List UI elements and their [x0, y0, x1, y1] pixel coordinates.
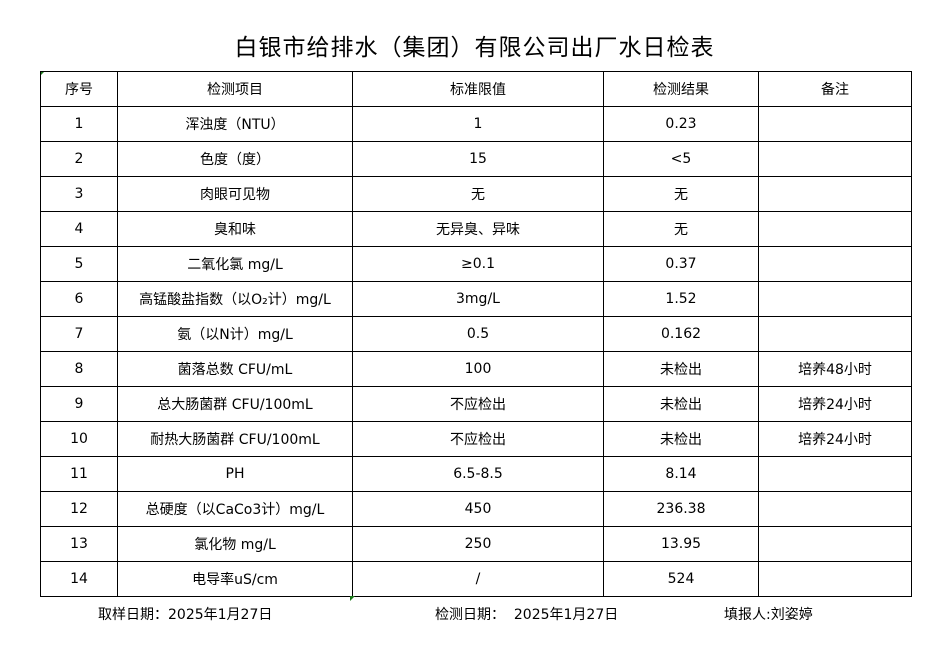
- test-item: 肉眼可见物: [117, 176, 353, 212]
- remark: [758, 141, 912, 177]
- test-result: 无: [603, 211, 759, 247]
- table-row: 3 肉眼可见物无无: [40, 176, 912, 212]
- row-number: 6: [40, 281, 118, 317]
- remark: [758, 106, 912, 142]
- table-row: 12 总硬度（以CaCo3计）mg/L 450 236.38: [40, 491, 912, 527]
- row-number: 1: [40, 106, 118, 142]
- test-item: 臭和味: [117, 211, 353, 247]
- test-item: 色度（度）: [117, 141, 353, 177]
- remark: [758, 316, 912, 352]
- remark: [758, 211, 912, 247]
- table-row: 13 氯化物 mg/L 250 13.95: [40, 526, 912, 562]
- remark: [758, 246, 912, 282]
- header-cell: 备注: [758, 71, 912, 107]
- test-result: 0.23: [603, 106, 759, 142]
- row-number: 9: [40, 386, 118, 422]
- table-row: 2 色度（度） 15 <5: [40, 141, 912, 177]
- standard-limit: 无异臭、异味: [352, 211, 604, 247]
- row-number: 10: [40, 421, 118, 457]
- standard-limit: /: [352, 561, 604, 597]
- standard-limit: 6.5-8.5: [352, 456, 604, 492]
- test-result: <5: [603, 141, 759, 177]
- test-result: 8.14: [603, 456, 759, 492]
- remark: [758, 561, 912, 597]
- remark: [758, 456, 912, 492]
- test-item: 氯化物 mg/L: [117, 526, 353, 562]
- remark: 培养24小时: [758, 421, 912, 457]
- table-row: 4 臭和味 无异臭、异味无: [40, 211, 912, 247]
- table-row: 11 PH 6.5-8.5 8.14: [40, 456, 912, 492]
- test-item: 菌落总数 CFU/mL: [117, 351, 353, 387]
- row-number: 7: [40, 316, 118, 352]
- inspection-table: 序号 检测项目 标准限值 检测结果 备注 1 浑浊度（NTU） 1 0.23 2 色度（度…: [40, 71, 912, 597]
- page-title: 白银市给排水（集团）有限公司出厂水日检表: [234, 35, 715, 61]
- row-number: 3: [40, 176, 118, 212]
- test-result: 0.37: [603, 246, 759, 282]
- standard-limit: ≥0.1: [352, 246, 604, 282]
- row-number: 4: [40, 211, 118, 247]
- test-result: 236.38: [603, 491, 759, 527]
- remark: [758, 176, 912, 212]
- header-row: 序号 检测项目 标准限值 检测结果 备注: [40, 71, 912, 107]
- remark: [758, 281, 912, 317]
- test-date: 检测日期： 2025年1月27日: [435, 607, 619, 623]
- standard-limit: 15: [352, 141, 604, 177]
- test-result: 未检出: [603, 351, 759, 387]
- row-number: 5: [40, 246, 118, 282]
- row-number: 2: [40, 141, 118, 177]
- standard-limit: 450: [352, 491, 604, 527]
- test-item: 高锰酸盐指数（以O₂计）mg/L: [117, 281, 353, 317]
- test-result: 未检出: [603, 386, 759, 422]
- table-row: 10 耐热大肠菌群 CFU/100mL 不应检出 未检出 培养24小时: [40, 421, 912, 457]
- test-result: 13.95: [603, 526, 759, 562]
- cell-marker: [350, 596, 355, 601]
- row-number: 12: [40, 491, 118, 527]
- standard-limit: 250: [352, 526, 604, 562]
- test-result: 未检出: [603, 421, 759, 457]
- reporter: 填报人:刘姿婷: [724, 607, 813, 623]
- standard-limit: 不应检出: [352, 421, 604, 457]
- test-item: 总硬度（以CaCo3计）mg/L: [117, 491, 353, 527]
- row-number: 8: [40, 351, 118, 387]
- test-item: 氨（以N计）mg/L: [117, 316, 353, 352]
- standard-limit: 1: [352, 106, 604, 142]
- test-result: 0.162: [603, 316, 759, 352]
- test-result: 1.52: [603, 281, 759, 317]
- header-cell: 序号: [40, 71, 118, 107]
- row-number: 13: [40, 526, 118, 562]
- remark: 培养24小时: [758, 386, 912, 422]
- table-row: 9 总大肠菌群 CFU/100mL 不应检出 未检出 培养24小时: [40, 386, 912, 422]
- table-row: 7 氨（以N计）mg/L 0.5 0.162: [40, 316, 912, 352]
- table-row: 1 浑浊度（NTU） 1 0.23: [40, 106, 912, 142]
- remark: [758, 526, 912, 562]
- header-cell: 检测项目: [117, 71, 353, 107]
- standard-limit: 3mg/L: [352, 281, 604, 317]
- header-cell: 检测结果: [603, 71, 759, 107]
- sampling-date: 取样日期：2025年1月27日: [98, 607, 273, 623]
- test-result: 524: [603, 561, 759, 597]
- standard-limit: 0.5: [352, 316, 604, 352]
- header-cell: 标准限值: [352, 71, 604, 107]
- remark: [758, 491, 912, 527]
- table-row: 8 菌落总数 CFU/mL 100 未检出 培养48小时: [40, 351, 912, 387]
- table-row: 6 高锰酸盐指数（以O₂计）mg/L 3mg/L 1.52: [40, 281, 912, 317]
- table-row: 14 电导率uS/cm/524: [40, 561, 912, 597]
- test-item: 电导率uS/cm: [117, 561, 353, 597]
- standard-limit: 不应检出: [352, 386, 604, 422]
- test-item: PH: [117, 456, 353, 492]
- test-item: 浑浊度（NTU）: [117, 106, 353, 142]
- remark: 培养48小时: [758, 351, 912, 387]
- test-item: 总大肠菌群 CFU/100mL: [117, 386, 353, 422]
- standard-limit: 100: [352, 351, 604, 387]
- test-result: 无: [603, 176, 759, 212]
- standard-limit: 无: [352, 176, 604, 212]
- row-number: 11: [40, 456, 118, 492]
- test-item: 耐热大肠菌群 CFU/100mL: [117, 421, 353, 457]
- test-item: 二氧化氯 mg/L: [117, 246, 353, 282]
- table-row: 5 二氧化氯 mg/L ≥0.1 0.37: [40, 246, 912, 282]
- row-number: 14: [40, 561, 118, 597]
